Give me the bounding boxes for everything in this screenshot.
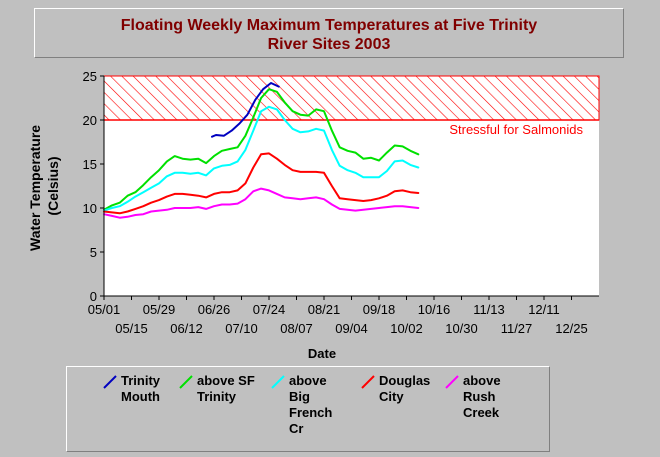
x-tick-label: 08/07 [280, 321, 313, 336]
x-axis-label: Date [308, 346, 336, 361]
y-axis-label-line-2: (Celsius) [45, 156, 61, 215]
legend-label-douglas-city: Douglas City [379, 373, 441, 405]
legend-label-line: Cr [289, 421, 304, 436]
legend-label-line: Trinity [121, 373, 161, 388]
series-line-trinity-mouth [211, 82, 280, 138]
x-tick-label: 09/18 [363, 302, 396, 317]
y-axis-label: Water Temperature (Celsius) [27, 121, 61, 251]
y-tick-label: 15 [83, 157, 97, 172]
legend-swatch-above-rush-creek [445, 375, 459, 389]
x-tick-label: 11/27 [501, 321, 533, 336]
x-tick-label: 12/25 [555, 321, 588, 336]
legend-label-line: Douglas [379, 373, 431, 388]
legend-label-line: Creek [463, 405, 500, 420]
legend-label-line: above [463, 373, 501, 388]
legend-swatch-douglas-city [361, 375, 375, 389]
x-tick-label: 11/13 [473, 302, 505, 317]
y-axis-label-line-1: Water Temperature [27, 125, 43, 251]
legend-label-line: Mouth [121, 389, 160, 404]
legend-label-line: Trinity [197, 389, 237, 404]
series-line-douglas-city [103, 152, 420, 215]
x-tick-label: 05/15 [115, 321, 148, 336]
series-line-above-big-french-cr [103, 105, 420, 212]
chart-title-panel: Floating Weekly Maximum Temperatures at … [34, 8, 624, 58]
threshold-label: Stressful for Salmonids [449, 122, 583, 137]
legend: Trinity Mouth above SF Trinity above Big… [66, 366, 550, 452]
threshold-band [103, 75, 600, 121]
legend-label-line: City [379, 389, 404, 404]
x-tick-label: 05/29 [143, 302, 176, 317]
legend-swatch-above-sf-trinity [179, 375, 193, 389]
legend-label-above-rush-creek: above Rush Creek [463, 373, 525, 421]
y-tick-label: 20 [83, 113, 97, 128]
legend-label-above-sf-trinity: above SF Trinity [197, 373, 259, 405]
x-tick-label: 10/30 [445, 321, 478, 336]
legend-swatch-above-big-french-cr [271, 375, 285, 389]
chart-title-line-2: River Sites 2003 [267, 36, 391, 53]
y-tick-label: 0 [90, 289, 97, 304]
x-tick-label: 07/10 [225, 321, 258, 336]
legend-label-line: French [289, 405, 333, 420]
legend-swatch-trinity-mouth [103, 375, 117, 389]
legend-label-line: above [289, 373, 327, 388]
x-tick-label: 10/02 [390, 321, 423, 336]
series-line-above-sf-trinity [103, 88, 420, 211]
legend-label-line: Big [289, 389, 310, 404]
y-tick-label: 10 [83, 201, 97, 216]
x-tick-label: 08/21 [308, 302, 341, 317]
x-tick-label: 06/26 [198, 302, 231, 317]
x-tick-label: 06/12 [170, 321, 203, 336]
legend-label-line: above SF [197, 373, 255, 388]
legend-label-line: Rush [463, 389, 496, 404]
y-tick-label: 5 [90, 245, 97, 260]
y-tick-label: 25 [83, 69, 97, 84]
chart-title-line-1: Floating Weekly Maximum Temperatures at … [120, 17, 538, 34]
x-tick-label: 05/01 [88, 302, 121, 317]
legend-label-trinity-mouth: Trinity Mouth [121, 373, 183, 405]
series-line-above-rush-creek [103, 187, 420, 219]
x-tick-label: 12/11 [528, 302, 560, 317]
legend-label-above-big-french-cr: above Big French Cr [289, 373, 351, 437]
x-tick-label: 07/24 [253, 302, 286, 317]
x-tick-label: 09/04 [335, 321, 368, 336]
chart-title: Floating Weekly Maximum Temperatures at … [35, 16, 623, 54]
x-tick-label: 10/16 [418, 302, 451, 317]
